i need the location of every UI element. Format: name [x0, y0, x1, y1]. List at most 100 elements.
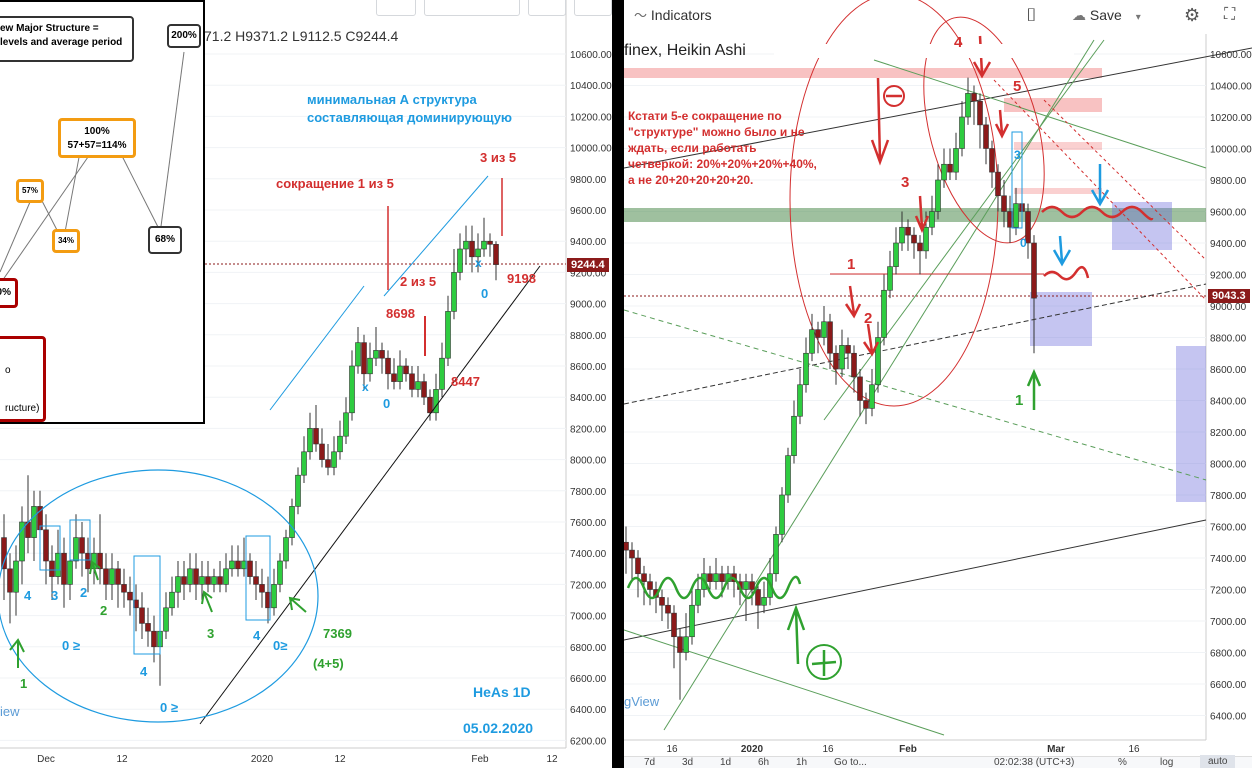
inset-title-line1: ew Major Structure = [0, 23, 99, 34]
bottom-bar: 7d 3d 1d 6h 1h Go to... 02:02:38 (UTC+3)… [624, 755, 1252, 768]
candle-body [85, 552, 91, 570]
green-squiggle [626, 575, 802, 600]
price-tick-label: 10600.00 [1210, 50, 1252, 61]
candle-body [1031, 242, 1037, 299]
fullscreen-icon[interactable]: ⛶ [1214, 0, 1248, 30]
green-arrow [9, 638, 25, 668]
price-tick-label: 8000.00 [570, 456, 607, 467]
note-line3: ждать, если работать [628, 141, 757, 155]
candle-body [481, 240, 487, 250]
blue-arrow [1090, 164, 1110, 207]
price-8698: 8698 [386, 306, 415, 321]
candle-body [217, 576, 223, 585]
candle-body [815, 329, 821, 338]
inset-arrows [0, 51, 185, 285]
range-3d[interactable]: 3d [682, 757, 694, 768]
candle-body [307, 428, 313, 453]
price-tick-label: 9400.00 [570, 237, 607, 248]
candle-body [953, 148, 959, 173]
settings-button[interactable] [528, 0, 566, 16]
goto-button[interactable]: Go to... [834, 757, 867, 768]
candle-body [19, 521, 25, 562]
candle-body [427, 396, 433, 414]
wave-0b: 0 ≥ [160, 700, 178, 715]
red-arrow [870, 77, 890, 166]
wave-0: 0 ≥ [62, 638, 80, 653]
price-tick-label: 7600.00 [570, 518, 607, 529]
candle-body [343, 412, 349, 437]
candle-body [779, 494, 785, 535]
blue-channel-arrow [269, 285, 365, 411]
red-squiggle [1041, 205, 1154, 221]
candle-body [349, 365, 355, 414]
candle-body [127, 591, 133, 601]
price-tick-label: 9200.00 [1210, 271, 1247, 282]
candle-body [403, 365, 409, 375]
label-4plus5: (4+5) [313, 656, 344, 671]
x-mark: x [362, 380, 369, 394]
candle-body [821, 321, 827, 338]
range-1h[interactable]: 1h [796, 757, 808, 768]
resistance-zone [1014, 188, 1102, 194]
candle-body [875, 337, 881, 386]
candle-body [869, 384, 875, 409]
range-1d[interactable]: 1d [720, 757, 732, 768]
candle-body [839, 345, 845, 370]
blue-ellipse [0, 469, 319, 723]
candle-body [683, 636, 689, 653]
indicators-icon: 〜 [634, 8, 648, 23]
price-axis-bg [566, 0, 612, 768]
candle-body [409, 373, 415, 390]
price-7369: 7369 [323, 626, 352, 641]
candle-body [181, 576, 187, 585]
candle-body [73, 537, 79, 562]
log-toggle[interactable]: log [1160, 757, 1174, 768]
candle-body [899, 226, 905, 244]
percent-toggle[interactable]: % [1118, 757, 1127, 768]
candle-body [947, 163, 953, 173]
price-8447: 8447 [451, 374, 480, 389]
price-tick-label: 6200.00 [570, 736, 607, 747]
box-200: 200% [167, 24, 201, 48]
red-arrow [862, 323, 880, 357]
camera-icon[interactable]: ⌷ [1016, 0, 1054, 30]
price-tick-label: 7000.00 [570, 612, 607, 623]
green-1: 1 [1015, 392, 1024, 409]
candle-body [49, 560, 55, 577]
time-tick-label: Mar [1047, 744, 1065, 755]
candle-body [235, 560, 241, 570]
time-tick-label: Feb [471, 754, 489, 765]
right-chart-panel: 10600.00 10400.00 10200.00 10000.00 9800.00 9… [624, 0, 1252, 768]
candle-body [749, 581, 755, 590]
fullscreen-button[interactable] [574, 0, 612, 16]
save-button[interactable]: ☁ Save ▾ [1062, 0, 1162, 30]
current-price-tag: 9244.4 [567, 258, 609, 272]
box-100: 100% 57+57=114% [58, 118, 136, 158]
range-6h[interactable]: 6h [758, 757, 770, 768]
candle-body [439, 357, 445, 390]
auto-toggle[interactable]: auto [1200, 755, 1236, 768]
candle-body [773, 534, 779, 575]
price-tick-label: 8200.00 [570, 424, 607, 435]
indicators-button[interactable]: 〜 Indicators [624, 0, 740, 30]
wave-box [39, 525, 61, 571]
price-tick-label: 7400.00 [570, 549, 607, 560]
candle-body [755, 589, 761, 606]
gear-icon[interactable]: ⚙ [1174, 0, 1208, 30]
candle-body [379, 350, 385, 359]
save-button[interactable] [424, 0, 520, 16]
candle-body [139, 607, 145, 624]
range-7d[interactable]: 7d [644, 757, 656, 768]
heas-label: HeAs 1D [473, 684, 531, 700]
camera-button[interactable] [376, 0, 416, 16]
candle-body [145, 623, 151, 632]
red-dotted-line [1043, 99, 1207, 261]
candle-body [175, 576, 181, 593]
candle-body [319, 443, 325, 460]
candle-body [271, 584, 277, 609]
price-tick-label: 8600.00 [1210, 365, 1247, 376]
candle-body [385, 357, 391, 375]
plus-sign [811, 650, 837, 676]
wave-zero: 0 [383, 396, 391, 411]
red-squiggle [1043, 265, 1090, 281]
